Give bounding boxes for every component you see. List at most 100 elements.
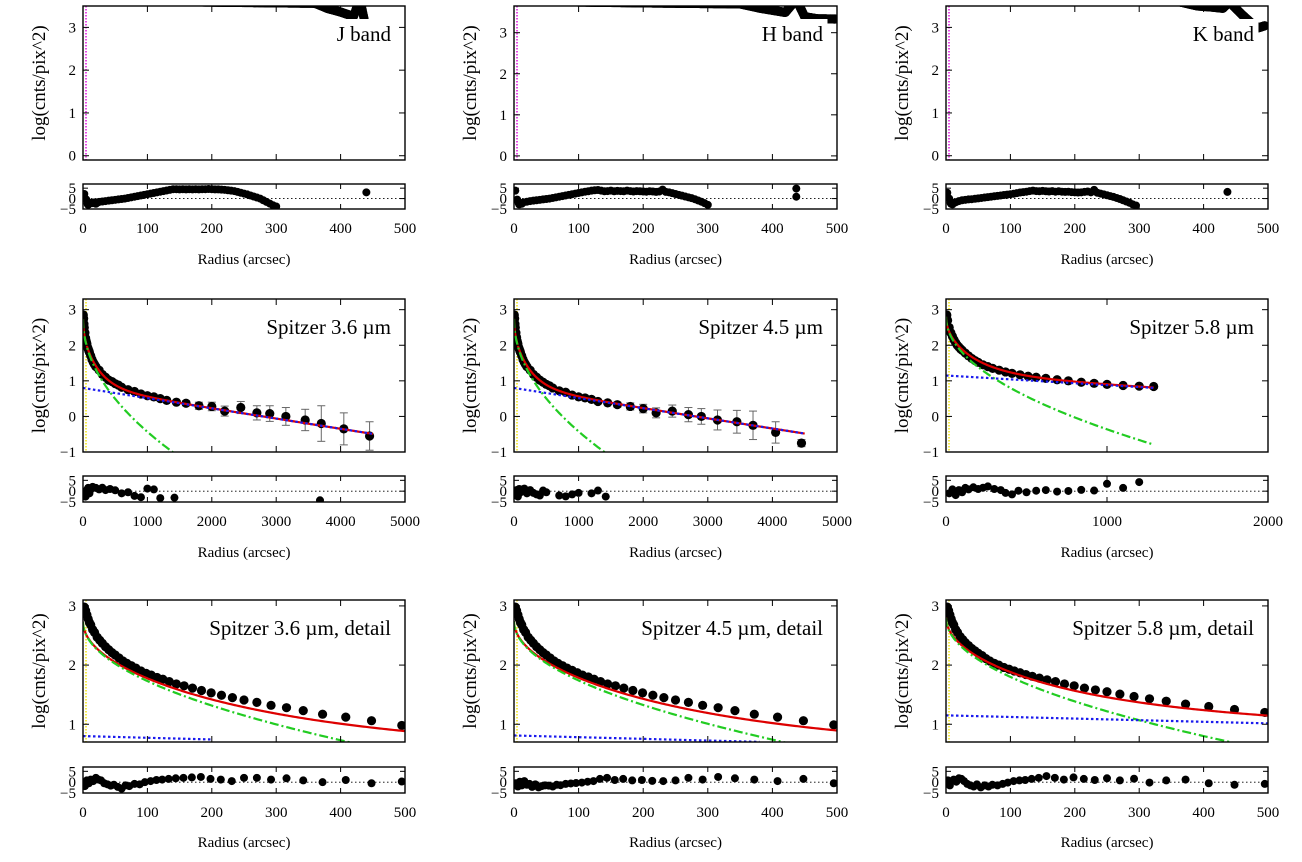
data-point [1024,0,1033,4]
x-tick-label: 0 [79,805,87,821]
data-point [522,0,531,5]
data-point [196,685,207,696]
data-point [1096,0,1105,5]
data-point [531,0,540,6]
main-plot-area [514,299,807,452]
data-point [530,0,539,6]
residual-point [367,779,376,788]
data-point [166,6,169,7]
data-point [176,6,180,7]
data-point [1029,0,1038,4]
data-point [397,720,405,731]
data-point [967,0,976,3]
data-point [984,0,993,4]
residual-point [318,778,327,787]
data-point [977,0,986,3]
x-tick-label: 5000 [822,514,852,530]
data-point [147,0,156,6]
data-point [1123,0,1132,6]
data-point [1060,0,1069,5]
data-point [1072,0,1081,5]
data-point [1120,0,1129,6]
data-point [145,0,154,6]
y-tick-label: 3 [69,599,77,615]
data-point [1158,0,1167,6]
data-point [1123,0,1132,6]
data-point [1098,0,1107,5]
data-point [84,0,93,4]
data-point [114,0,123,5]
data-point [1156,0,1165,6]
data-point [1129,0,1138,6]
data-point [1069,681,1079,691]
residual-point [143,484,152,493]
data-point [157,0,166,6]
data-point [1167,0,1176,6]
y-tick-label: −1 [60,445,76,461]
data-point [1148,0,1157,6]
data-point [117,0,126,5]
data-point [943,0,952,2]
data-point [114,0,123,5]
data-point [515,0,524,5]
data-point [355,0,364,4]
residual-point [1223,187,1232,196]
data-point [519,0,528,5]
data-point [1127,0,1136,6]
data-point [1082,0,1091,5]
data-point [317,709,328,719]
data-point [281,703,292,713]
x-tick-label: 400 [1192,221,1215,237]
residual-y-tick-label: 5 [932,181,940,197]
data-point [94,0,103,4]
data-point [962,0,971,3]
x-tick-label: 4000 [757,514,787,530]
data-point [126,0,135,5]
data-point [1072,0,1081,5]
data-point [950,0,959,2]
data-point [941,0,950,2]
residual-plot-area [514,184,837,209]
y-tick-label: 1 [500,108,508,124]
x-axis-label: Radius (arcsec) [198,835,291,851]
data-point [1161,696,1171,706]
data-point [1012,0,1021,4]
data-point [1204,701,1214,712]
residual-point [117,489,126,498]
data-point [519,0,528,5]
residual-point [1077,485,1086,494]
data-point [171,6,174,7]
y-tick-label: −1 [491,445,507,461]
data-point [1083,0,1092,5]
data-point [167,6,170,7]
data-point [792,0,801,5]
x-tick-label: 500 [1257,805,1280,821]
y-axis-label: log(cnts/pix^2) [29,25,50,141]
residual-point [1130,774,1139,783]
data-point [1097,0,1106,5]
data-point [159,0,168,6]
x-tick-label: 200 [201,221,224,237]
data-point [1104,0,1113,5]
data-point [1136,0,1145,6]
data-point [1069,0,1078,5]
data-point [540,0,549,6]
data-point [949,0,958,2]
data-point [1068,0,1077,5]
residual-point [341,776,350,784]
data-point [1032,0,1041,4]
residual-point [829,779,837,788]
residual-point [698,775,707,784]
data-point [1117,0,1126,5]
residual-point [1021,776,1030,784]
data-point [552,6,555,7]
residual-point [171,774,180,783]
x-axis-label: Radius (arcsec) [1061,835,1154,851]
main-axis-frame [513,298,838,453]
x-axis-label: Radius (arcsec) [198,252,291,268]
data-point [1018,0,1027,4]
panel-title-background [332,19,396,48]
residual-point [555,491,564,500]
data-point [970,0,979,3]
